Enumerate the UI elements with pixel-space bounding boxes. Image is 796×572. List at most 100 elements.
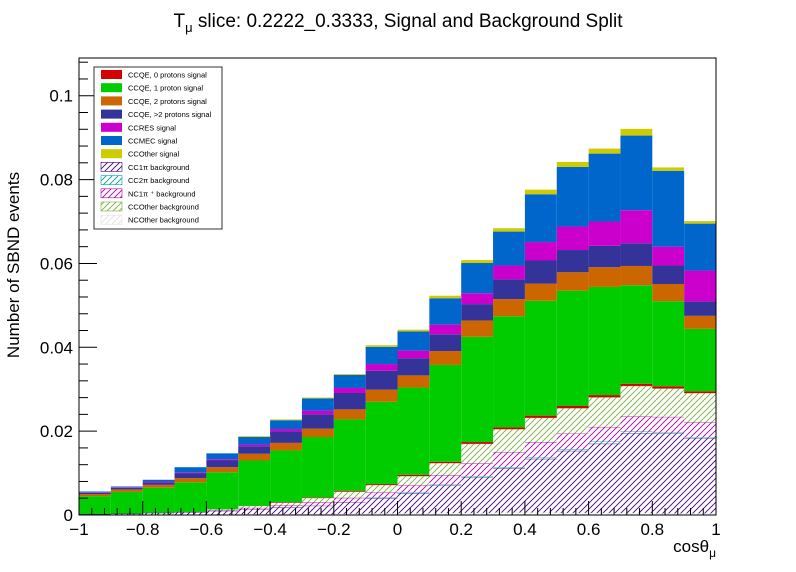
bar-cc1-background-bin-1 — [110, 513, 143, 515]
bar-ccother-background-bin-15 — [556, 408, 589, 434]
legend-swatch-ccqe-2-protons-signal — [101, 109, 122, 119]
bar-cc1-background-bin-15 — [556, 450, 589, 513]
bar-ccqe-0-protons-signal-bin-16 — [588, 395, 621, 398]
bar-ccqe-2-protons-signal-bin-3 — [174, 478, 207, 483]
series-ccqe-2-protons-signal — [79, 265, 716, 497]
bar-ccqe-2-protons-signal-bin-11 — [429, 334, 462, 352]
bar-cc1-background-bin-2 — [142, 512, 175, 515]
legend-label-cc2-background: CC2π background — [128, 176, 189, 185]
bar-ncother-background-bin-19 — [684, 513, 716, 515]
bar-ccqe-2-protons-signal-bin-9 — [365, 370, 398, 390]
bar-ccres-signal-bin-2 — [142, 481, 175, 483]
legend-swatch-ccqe-2-protons-signal — [101, 96, 122, 106]
legend-swatch-ccqe-0-protons-signal — [101, 70, 122, 79]
bar-ncother-background-bin-17 — [620, 512, 653, 515]
bar-ccother-background-bin-14 — [524, 417, 557, 443]
y-tick-label: 0.04 — [40, 338, 73, 357]
bar-ccother-signal-bin-17 — [620, 128, 653, 136]
y-axis-title: Number of SBND events — [4, 172, 23, 358]
bar-ccother-background-bin-19 — [684, 392, 716, 423]
bar-cc2-background-bin-16 — [588, 441, 621, 444]
bar-ccmec-signal-bin-4 — [206, 453, 239, 460]
legend-label-cc1-background: CC1π background — [128, 163, 189, 172]
bar-cc1-background-bin-11 — [429, 485, 462, 513]
bar-ccqe-2-protons-signal-bin-18 — [652, 265, 685, 284]
legend-label-ccother-signal: CCOther signal — [128, 150, 180, 159]
bar-ccqe-2-protons-signal-bin-2 — [142, 482, 175, 485]
bar-ccqe-1-proton-signal-bin-19 — [684, 328, 716, 392]
y-tick-label: 0 — [64, 506, 73, 525]
bar-ccother-signal-bin-18 — [652, 167, 685, 171]
bar-ccqe-0-protons-signal-bin-18 — [652, 386, 685, 389]
bar-cc1-background-bin-18 — [652, 433, 685, 514]
bar-ccmec-signal-bin-15 — [556, 167, 589, 227]
bar-ccres-signal-bin-6 — [270, 429, 302, 432]
bar-ccqe-1-proton-signal-bin-1 — [110, 491, 143, 514]
bar-cc2-background-bin-17 — [620, 431, 653, 434]
bar-ccqe-1-proton-signal-bin-4 — [206, 472, 239, 510]
bar-ccother-background-bin-16 — [588, 397, 621, 427]
bar-nc1-background-bin-6 — [270, 505, 302, 508]
bar-ccres-signal-bin-4 — [206, 459, 239, 461]
bar-cc1-background-bin-19 — [684, 438, 716, 514]
bar-nc1-background-bin-13 — [493, 452, 525, 468]
series-ccmec-signal — [79, 135, 716, 493]
legend-swatch-ccother-signal — [101, 149, 122, 159]
bar-ccqe-2-protons-signal-bin-7 — [301, 428, 334, 438]
bar-ncother-background-bin-12 — [461, 512, 494, 515]
x-tick-label: 0 — [393, 520, 402, 539]
legend-label-ccqe-1-proton-signal: CCQE, 1 proton signal — [128, 84, 203, 93]
bars-layer — [79, 128, 716, 515]
bar-cc1-background-bin-10 — [397, 493, 430, 514]
x-tick-label: 1 — [711, 520, 720, 539]
bar-ccqe-2-protons-signal-bin-6 — [270, 431, 302, 443]
y-tick-label: 0.08 — [40, 171, 73, 190]
x-tick-label: 0.6 — [577, 520, 601, 539]
bar-ccqe-1-proton-signal-bin-18 — [652, 301, 685, 387]
bar-ccmec-signal-bin-0 — [79, 491, 111, 493]
bar-ccmec-signal-bin-5 — [238, 437, 271, 445]
bar-cc1-background-bin-6 — [270, 507, 302, 515]
bar-ccqe-2-protons-signal-bin-10 — [397, 358, 430, 376]
bar-ccmec-signal-bin-14 — [524, 194, 557, 243]
x-tick-label: 0.8 — [640, 520, 664, 539]
bar-ccother-signal-bin-7 — [301, 397, 334, 399]
bar-nc1-background-bin-10 — [397, 485, 430, 492]
bar-ccmec-signal-bin-7 — [301, 398, 334, 411]
bar-cc2-background-bin-9 — [365, 497, 398, 499]
bar-nc1-background-bin-9 — [365, 492, 398, 498]
bar-ccres-signal-bin-9 — [365, 364, 398, 371]
bar-ccres-signal-bin-14 — [524, 242, 557, 261]
bar-ccres-signal-bin-10 — [397, 350, 430, 359]
bar-ccqe-0-protons-signal-bin-10 — [397, 474, 430, 477]
bar-nc1-background-bin-5 — [238, 507, 271, 510]
bar-ccqe-1-proton-signal-bin-15 — [556, 290, 589, 406]
legend-entries: CCQE, 0 protons signal CCQE, 1 proton sig… — [100, 70, 212, 225]
bar-nc1-background-bin-18 — [652, 416, 685, 433]
bar-cc2-background-bin-18 — [652, 432, 685, 434]
bar-cc1-background-bin-9 — [365, 498, 398, 514]
bar-ccqe-2-protons-signal-bin-0 — [79, 494, 111, 497]
bar-ccother-background-bin-6 — [270, 502, 302, 506]
x-tick-label: −0.2 — [317, 520, 351, 539]
bar-ccres-signal-bin-17 — [620, 210, 653, 244]
bar-ccother-background-bin-4 — [206, 509, 239, 511]
bar-ccother-signal-bin-15 — [556, 161, 589, 168]
bar-ccqe-2-protons-signal-bin-17 — [620, 265, 653, 286]
bar-ccother-background-bin-5 — [238, 505, 271, 508]
bar-ccother-signal-bin-5 — [238, 436, 271, 438]
bar-ccqe-1-proton-signal-bin-13 — [493, 316, 525, 428]
chart-title-subscript: μ — [185, 20, 193, 35]
bar-ccres-signal-bin-16 — [588, 221, 621, 246]
bar-nc1-background-bin-15 — [556, 433, 589, 450]
legend-label-ncother-background: NCOther background — [128, 216, 199, 225]
bar-ccmec-signal-bin-19 — [684, 223, 716, 271]
chart-title-prefix: T — [173, 11, 185, 32]
bar-ccmec-signal-bin-2 — [142, 479, 175, 482]
bar-ncother-background-bin-16 — [588, 512, 621, 515]
bar-ncother-background-bin-11 — [429, 512, 462, 515]
bar-ccqe-2-protons-signal-bin-8 — [333, 409, 366, 420]
bar-ccres-signal-bin-18 — [652, 246, 685, 266]
bar-ccother-signal-bin-19 — [684, 221, 716, 224]
